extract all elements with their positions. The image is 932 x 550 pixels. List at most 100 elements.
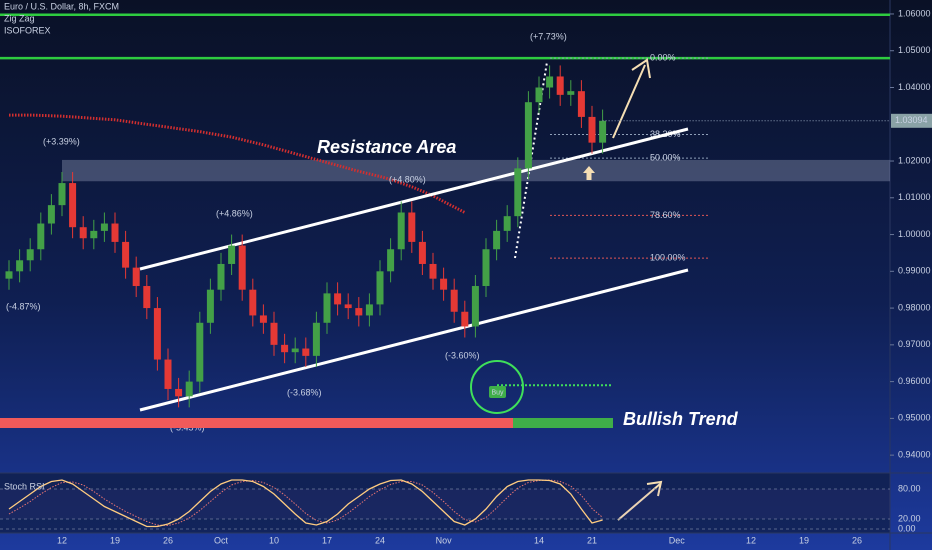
buy-circle [470,360,524,414]
up-arrow [583,166,595,180]
stoch-tick-label: 0.00 [898,523,916,533]
y-tick-label: 0.96000 [898,376,931,386]
candle-body [90,230,98,239]
candle-body [5,271,13,279]
x-tick-label: 14 [534,535,544,545]
candle-body [493,230,501,250]
moving-average [9,113,466,214]
candle-body [546,76,554,88]
candle-body [599,120,607,143]
candle-body [79,227,87,239]
annotation: Bullish Trend [623,409,739,429]
candle-body [228,245,236,264]
trendline [139,268,689,412]
candle-body [503,216,511,231]
stoch-k [8,479,603,528]
candle-body [47,205,55,224]
stoch-d [8,479,603,527]
candle-body [217,263,225,290]
candle-body [291,348,299,353]
candle-body [524,102,532,169]
y-tick-label: 0.99000 [898,266,931,276]
zigzag-label: (+4.80%) [389,174,426,184]
x-tick-label: 10 [269,535,279,545]
x-tick-label: Dec [669,535,686,545]
candle-body [471,286,479,327]
x-tick-label: 17 [322,535,332,545]
candle-body [450,289,458,312]
candle-body [429,263,437,279]
buy-label: Buy [491,389,504,396]
indicator-name: Zig Zag [4,13,35,23]
y-tick-label: 1.02000 [898,155,931,165]
candle-body [122,241,130,268]
zigzag-label: (+7.73%) [530,31,567,41]
candle-body [69,183,77,228]
arrow [617,480,663,521]
last-price-tag [891,113,932,128]
candle-body [461,311,469,327]
candle-body [196,322,204,382]
y-tick-label: 1.00000 [898,229,931,239]
zigzag-label: (-4.87%) [6,301,41,311]
zigzag-label: (+4.86%) [216,208,253,218]
indicator-name: ISOFOREX [4,25,51,35]
zigzag-label: (-3.60%) [445,350,480,360]
candle-body [312,322,320,356]
candle-body [143,286,151,309]
candle-body [365,304,373,316]
candle-body [588,116,596,143]
candle-body [355,308,363,316]
candle-body [514,168,522,217]
candle-body [37,223,45,250]
candle-body [185,381,193,397]
candle-body [397,212,405,250]
annotation: Resistance Area [317,137,456,157]
candle-body [238,245,246,290]
last-price-label: 1.03094 [895,115,928,125]
trend-bar-bearish [0,418,513,428]
stoch-tick-label: 80.00 [898,483,921,493]
fib-label: 0.00% [650,52,676,62]
candle-body [132,267,140,287]
x-tick-label: Oct [214,535,229,545]
candle-body [376,271,384,305]
candle-body [344,304,352,309]
y-tick-label: 1.06000 [898,8,931,18]
y-tick-label: 1.04000 [898,82,931,92]
fib-label: 78.60% [650,210,681,220]
trend-bar-bullish [513,418,613,428]
candle-body [418,241,426,264]
candle-body [323,293,331,323]
x-tick-label: 12 [57,535,67,545]
candle-body [259,315,267,323]
candle-body [16,260,24,272]
buy-badge [489,386,506,398]
y-tick-label: 1.05000 [898,45,931,55]
arrow [612,58,651,139]
y-tick-label: 0.98000 [898,302,931,312]
candle-body [440,278,448,290]
candle-body [567,91,575,95]
candle-body [535,87,543,103]
candle-body [58,183,66,206]
x-tick-label: 26 [163,535,173,545]
x-tick-label: 21 [587,535,597,545]
candle-body [281,344,289,353]
x-tick-label: 19 [110,535,120,545]
candle-body [577,91,585,117]
x-tick-label: 12 [746,535,756,545]
candle-body [387,249,395,272]
zigzag-label: (-3.68%) [287,387,322,397]
candle-body [206,289,214,323]
stoch-name: Stoch RSI [4,481,45,491]
candle-body [302,348,310,356]
candle-body [249,289,257,316]
candle-body [100,223,108,231]
candle-body [26,249,34,261]
candle-body [164,359,172,389]
stoch-panel [0,473,890,533]
zigzag-label: (+3.39%) [43,136,80,146]
